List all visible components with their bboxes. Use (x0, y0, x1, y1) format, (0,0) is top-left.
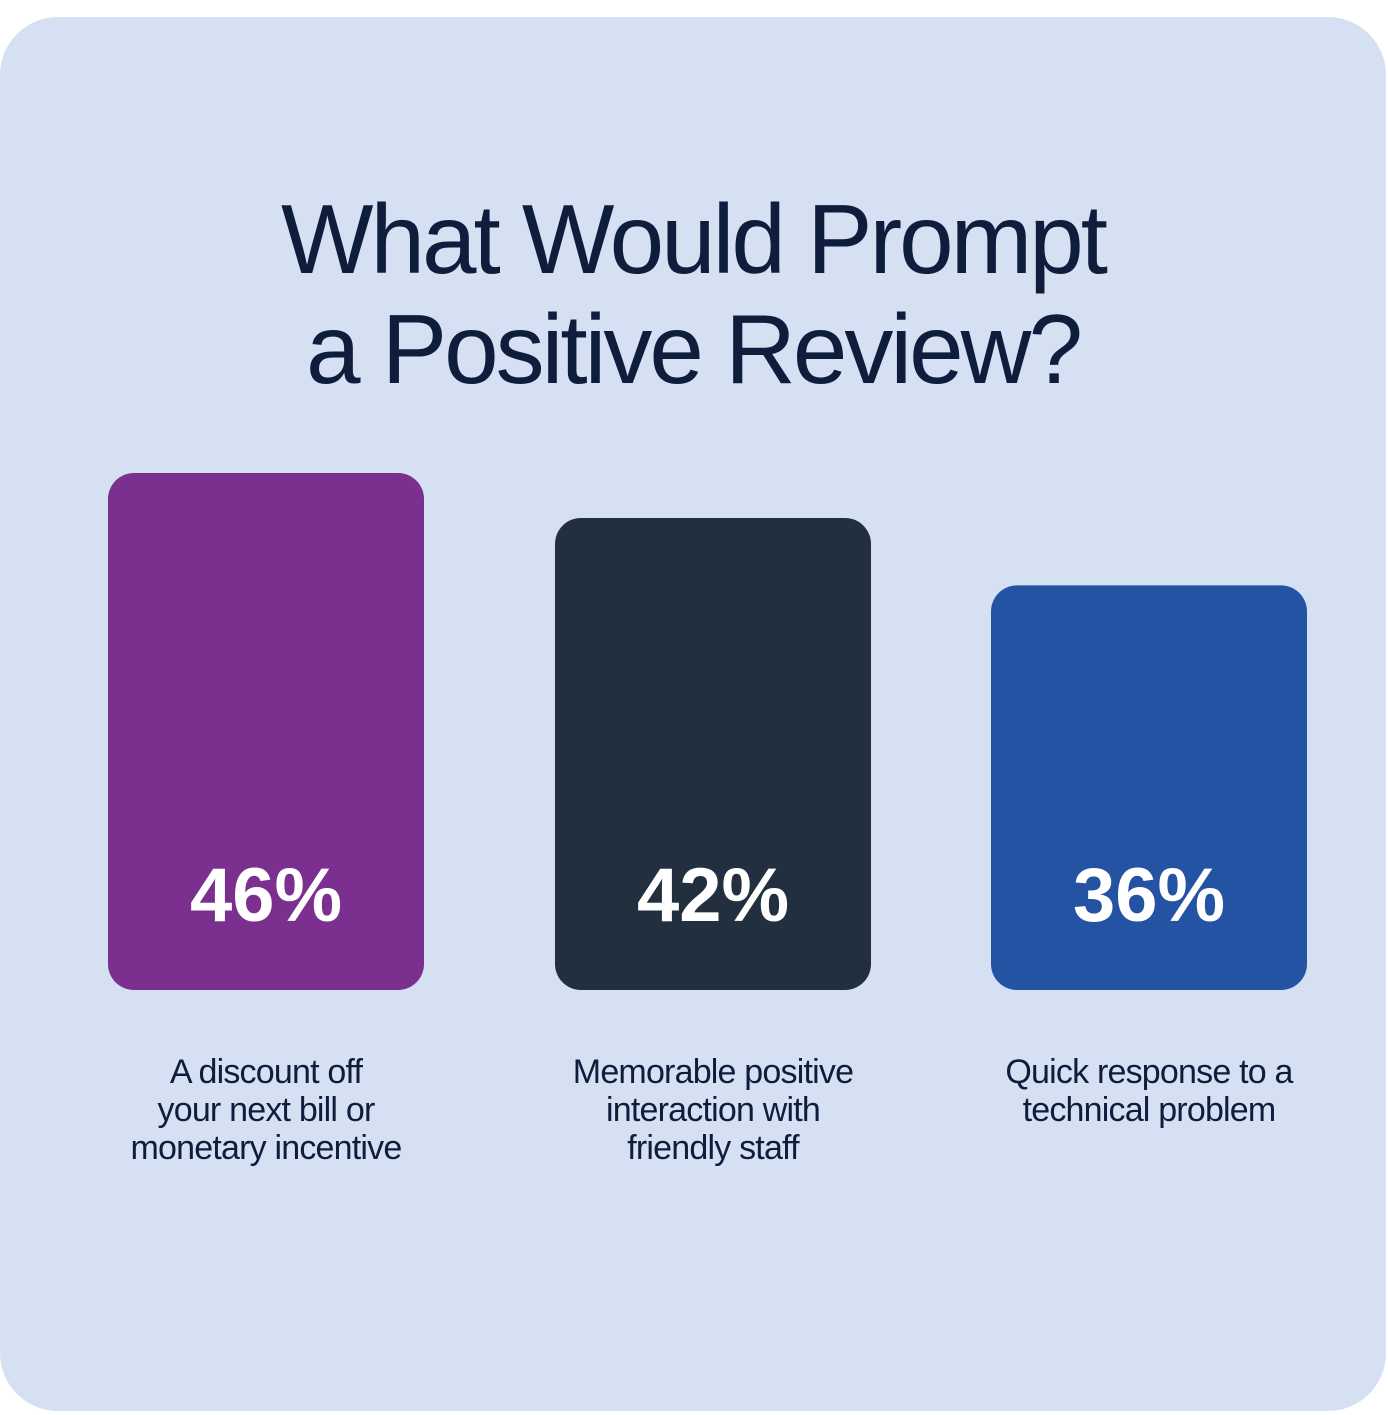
bar-value-label-3: 36% (1073, 853, 1225, 938)
category-label-2-line-3: friendly staff (627, 1129, 800, 1167)
category-label-3: Quick response to a technical problem (1005, 1053, 1293, 1129)
category-label-1-line-1: A discount off (170, 1053, 364, 1091)
chart-title-line-1: What Would Prompt (280, 183, 1108, 294)
category-label-2-line-2: interaction with (606, 1091, 820, 1129)
category-label-1-line-2: your next bill or (158, 1091, 375, 1129)
category-label-2: Memorable positive interaction with friend… (573, 1053, 853, 1167)
category-label-2-line-1: Memorable positive (573, 1053, 853, 1091)
bar-1 (108, 473, 424, 990)
bar-value-label-1: 46% (190, 853, 342, 938)
chart-title: What Would Prompt a Positive Review? (0, 184, 1386, 404)
category-label-1-line-3: monetary incentive (131, 1129, 402, 1167)
category-label-3-line-1: Quick response to a (1005, 1053, 1293, 1091)
chart-title-line-2: a Positive Review? (306, 293, 1083, 404)
bar-value-label-2: 42% (637, 853, 789, 938)
bar-3 (991, 585, 1307, 990)
category-label-1: A discount off your next bill or monetary … (131, 1053, 402, 1167)
bar-2 (555, 517, 871, 990)
category-label-3-line-2: technical problem (1023, 1091, 1276, 1129)
